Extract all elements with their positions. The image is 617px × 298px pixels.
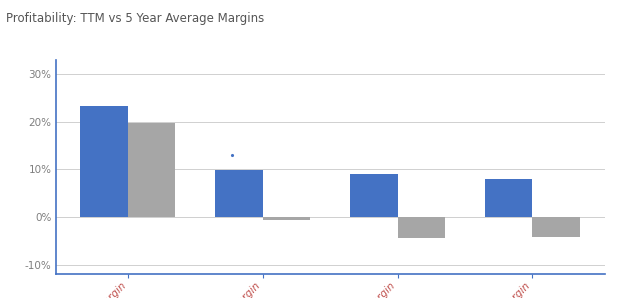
Bar [532,217,580,237]
Bar [485,179,532,217]
Bar [263,217,310,220]
Bar [215,170,263,217]
Bar [80,106,128,217]
Bar [350,174,397,217]
Text: Profitability: TTM vs 5 Year Average Margins: Profitability: TTM vs 5 Year Average Mar… [6,12,265,25]
Bar [128,122,175,217]
Bar [397,217,445,238]
